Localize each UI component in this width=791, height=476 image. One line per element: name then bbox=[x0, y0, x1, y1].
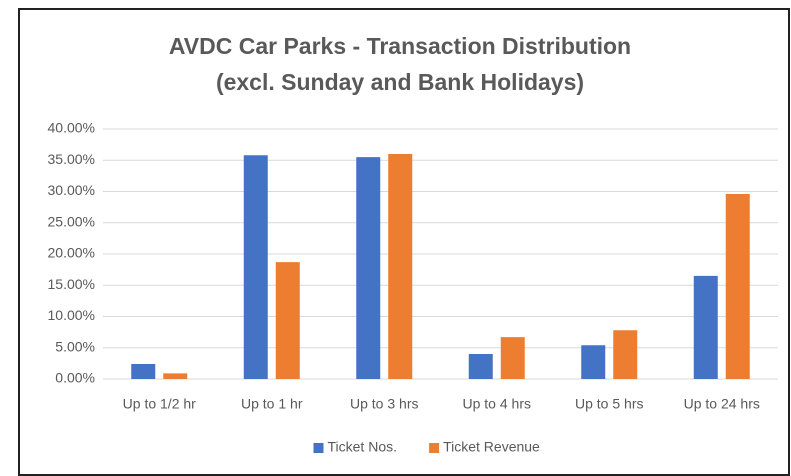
x-tick-label: Up to 5 hrs bbox=[575, 396, 643, 412]
bar bbox=[725, 194, 750, 379]
bar bbox=[500, 337, 525, 379]
legend-label: Ticket Revenue bbox=[443, 439, 540, 455]
y-tick-label: 25.00% bbox=[48, 213, 95, 229]
y-tick-label: 0.00% bbox=[55, 370, 95, 386]
y-tick-label: 5.00% bbox=[55, 338, 95, 354]
bar bbox=[613, 330, 638, 379]
bar bbox=[388, 154, 413, 379]
y-tick-label: 15.00% bbox=[48, 276, 95, 292]
chart-title: AVDC Car Parks - Transaction Distributio… bbox=[169, 33, 631, 59]
bar bbox=[243, 155, 268, 379]
bar bbox=[468, 354, 493, 379]
y-tick-label: 20.00% bbox=[48, 245, 95, 261]
x-tick-label: Up to 24 hrs bbox=[684, 396, 760, 412]
x-tick-label: Up to 4 hrs bbox=[463, 396, 531, 412]
y-tick-label: 30.00% bbox=[48, 182, 95, 198]
x-tick-label: Up to 1 hr bbox=[241, 396, 303, 412]
y-tick-label: 35.00% bbox=[48, 151, 95, 167]
legend-swatch bbox=[313, 443, 324, 453]
bar bbox=[163, 373, 188, 379]
x-tick-label: Up to 3 hrs bbox=[350, 396, 418, 412]
chart-subtitle: (excl. Sunday and Bank Holidays) bbox=[216, 69, 584, 95]
legend-label: Ticket Nos. bbox=[328, 439, 398, 455]
x-tick-label: Up to 1/2 hr bbox=[123, 396, 196, 412]
bar bbox=[356, 157, 381, 379]
bar bbox=[693, 275, 718, 379]
y-tick-label: 10.00% bbox=[48, 307, 95, 323]
bar bbox=[581, 345, 606, 379]
legend-swatch bbox=[429, 443, 440, 453]
bar bbox=[131, 364, 156, 379]
bar bbox=[275, 262, 300, 379]
y-tick-label: 40.00% bbox=[48, 120, 95, 136]
